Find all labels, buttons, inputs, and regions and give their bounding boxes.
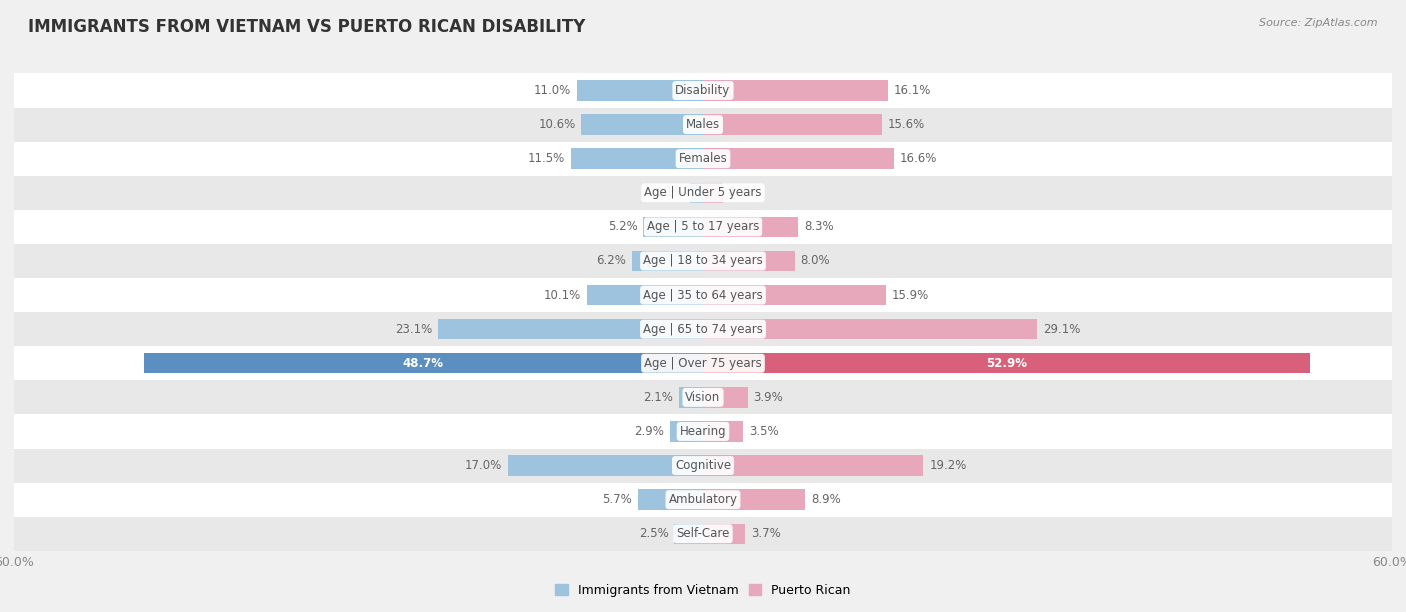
Bar: [14, 244, 1392, 278]
Bar: [703, 387, 748, 408]
Text: 10.6%: 10.6%: [538, 118, 575, 131]
Bar: [703, 353, 1310, 373]
Text: Vision: Vision: [685, 391, 721, 404]
Bar: [703, 319, 1038, 340]
Bar: [588, 285, 703, 305]
Bar: [669, 421, 703, 442]
Bar: [14, 380, 1392, 414]
Text: 11.5%: 11.5%: [529, 152, 565, 165]
Bar: [14, 414, 1392, 449]
Text: 1.1%: 1.1%: [655, 186, 685, 200]
Bar: [576, 80, 703, 101]
Text: Source: ZipAtlas.com: Source: ZipAtlas.com: [1260, 18, 1378, 28]
Text: Self-Care: Self-Care: [676, 528, 730, 540]
Text: Age | 65 to 74 years: Age | 65 to 74 years: [643, 323, 763, 335]
Bar: [703, 421, 744, 442]
Legend: Immigrants from Vietnam, Puerto Rican: Immigrants from Vietnam, Puerto Rican: [550, 579, 856, 602]
Bar: [143, 353, 703, 373]
Text: Males: Males: [686, 118, 720, 131]
Text: 17.0%: 17.0%: [465, 459, 502, 472]
Bar: [14, 210, 1392, 244]
Bar: [675, 523, 703, 544]
Text: 8.9%: 8.9%: [811, 493, 841, 506]
Text: 2.9%: 2.9%: [634, 425, 664, 438]
Bar: [14, 108, 1392, 141]
Bar: [581, 114, 703, 135]
Bar: [637, 490, 703, 510]
Text: 2.5%: 2.5%: [638, 528, 669, 540]
Bar: [703, 114, 882, 135]
Text: Age | Under 5 years: Age | Under 5 years: [644, 186, 762, 200]
Bar: [703, 523, 745, 544]
Bar: [14, 346, 1392, 380]
Bar: [437, 319, 703, 340]
Bar: [703, 490, 806, 510]
Bar: [703, 182, 723, 203]
Bar: [508, 455, 703, 476]
Text: Age | 18 to 34 years: Age | 18 to 34 years: [643, 255, 763, 267]
Text: Ambulatory: Ambulatory: [668, 493, 738, 506]
Text: 16.1%: 16.1%: [894, 84, 931, 97]
Bar: [14, 141, 1392, 176]
Text: 2.1%: 2.1%: [644, 391, 673, 404]
Bar: [703, 149, 894, 169]
Text: 15.9%: 15.9%: [891, 289, 928, 302]
Bar: [571, 149, 703, 169]
Text: 1.7%: 1.7%: [728, 186, 758, 200]
Text: 8.3%: 8.3%: [804, 220, 834, 233]
Text: 5.7%: 5.7%: [602, 493, 631, 506]
Text: 19.2%: 19.2%: [929, 459, 966, 472]
Bar: [679, 387, 703, 408]
Text: IMMIGRANTS FROM VIETNAM VS PUERTO RICAN DISABILITY: IMMIGRANTS FROM VIETNAM VS PUERTO RICAN …: [28, 18, 585, 36]
Text: 52.9%: 52.9%: [986, 357, 1028, 370]
Bar: [14, 483, 1392, 517]
Text: Age | Over 75 years: Age | Over 75 years: [644, 357, 762, 370]
Bar: [14, 449, 1392, 483]
Bar: [644, 217, 703, 237]
Bar: [14, 73, 1392, 108]
Text: 10.1%: 10.1%: [544, 289, 581, 302]
Text: 16.6%: 16.6%: [900, 152, 936, 165]
Text: 15.6%: 15.6%: [887, 118, 925, 131]
Bar: [703, 251, 794, 271]
Text: Hearing: Hearing: [679, 425, 727, 438]
Text: 3.9%: 3.9%: [754, 391, 783, 404]
Bar: [14, 312, 1392, 346]
Text: 29.1%: 29.1%: [1043, 323, 1080, 335]
Text: Disability: Disability: [675, 84, 731, 97]
Text: 3.7%: 3.7%: [751, 528, 780, 540]
Text: Females: Females: [679, 152, 727, 165]
Bar: [703, 217, 799, 237]
Bar: [703, 285, 886, 305]
Text: Age | 35 to 64 years: Age | 35 to 64 years: [643, 289, 763, 302]
Text: 23.1%: 23.1%: [395, 323, 432, 335]
Text: 8.0%: 8.0%: [800, 255, 830, 267]
Bar: [631, 251, 703, 271]
Bar: [14, 517, 1392, 551]
Text: Cognitive: Cognitive: [675, 459, 731, 472]
Bar: [14, 176, 1392, 210]
Bar: [703, 80, 887, 101]
Bar: [14, 278, 1392, 312]
Text: 6.2%: 6.2%: [596, 255, 626, 267]
Bar: [703, 455, 924, 476]
Text: 48.7%: 48.7%: [404, 357, 444, 370]
Text: 11.0%: 11.0%: [534, 84, 571, 97]
Text: 3.5%: 3.5%: [749, 425, 779, 438]
Text: Age | 5 to 17 years: Age | 5 to 17 years: [647, 220, 759, 233]
Bar: [690, 182, 703, 203]
Text: 5.2%: 5.2%: [607, 220, 637, 233]
